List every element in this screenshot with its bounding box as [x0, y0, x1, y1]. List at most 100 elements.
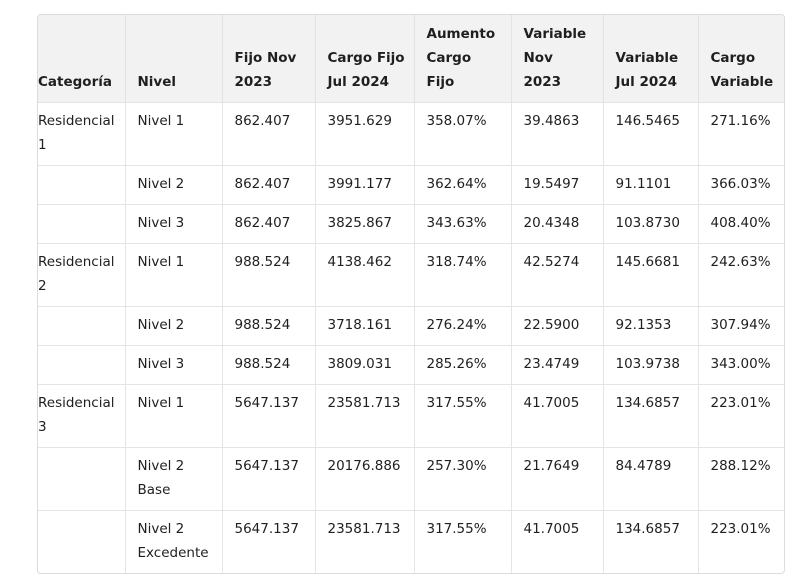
- cell-text: Residencial: [38, 113, 115, 129]
- cell-aumento-cargo-fijo: 276.24%: [414, 306, 512, 346]
- cell-text: 366.03%: [710, 176, 771, 192]
- cell-text: 276.24%: [426, 317, 487, 333]
- cell-text: 22.5900: [523, 317, 580, 333]
- cell-nivel: Nivel 3: [125, 204, 223, 244]
- cell-cargo-fijo-jul-2024: 23581.713: [315, 510, 415, 573]
- cell-variable-jul-2024: 146.5465: [603, 102, 699, 166]
- header-text: Variable: [523, 26, 587, 42]
- cell-text: Residencial: [38, 395, 115, 411]
- cell-text: 343.00%: [710, 356, 771, 372]
- header-text: Cargo: [710, 50, 756, 66]
- table-row: Residencial 3 Nivel 1 5647.137 23581.713 317.…: [38, 384, 784, 448]
- header-categoria: Categoría: [38, 15, 126, 103]
- cell-text: 343.63%: [426, 215, 487, 231]
- table-row: Nivel 2 988.524 3718.161 276.24% 22.5900 92.1…: [38, 306, 784, 346]
- cell-cargo-variable: 271.16%: [698, 102, 784, 166]
- header-aumento-cargo-fijo: Aumento Cargo Fijo: [414, 15, 512, 103]
- cell-variable-nov-2023: 41.7005: [511, 384, 604, 448]
- tariff-table-container: Categoría Nivel Fijo Nov 2023 Cargo Fijo Jul …: [37, 14, 785, 574]
- cell-aumento-cargo-fijo: 362.64%: [414, 165, 512, 205]
- cell-categoria: [38, 306, 126, 346]
- cell-nivel: Nivel 2 Base: [125, 447, 223, 511]
- cell-text: 20176.886: [327, 458, 401, 474]
- cell-text: 988.524: [234, 254, 291, 270]
- cell-fijo-nov-2023: 988.524: [222, 345, 316, 385]
- header-text: Cargo Fijo: [327, 50, 405, 66]
- table-body: Residencial 1 Nivel 1 862.407 3951.629 358.07…: [38, 102, 784, 573]
- cell-cargo-fijo-jul-2024: 3718.161: [315, 306, 415, 346]
- cell-text: 288.12%: [710, 458, 771, 474]
- cell-text: Excedente: [137, 545, 209, 561]
- cell-variable-jul-2024: 134.6857: [603, 510, 699, 573]
- cell-fijo-nov-2023: 5647.137: [222, 384, 316, 448]
- cell-fijo-nov-2023: 862.407: [222, 204, 316, 244]
- cell-text: 91.1101: [615, 176, 672, 192]
- header-text: Nivel: [137, 74, 177, 90]
- cell-text: Nivel 1: [137, 254, 185, 270]
- cell-text: 3991.177: [327, 176, 392, 192]
- header-text: Aumento: [426, 26, 496, 42]
- cell-text: 92.1353: [615, 317, 672, 333]
- cell-text: 362.64%: [426, 176, 487, 192]
- cell-text: 862.407: [234, 176, 291, 192]
- cell-text: 1: [38, 137, 47, 153]
- cell-aumento-cargo-fijo: 358.07%: [414, 102, 512, 166]
- cell-aumento-cargo-fijo: 285.26%: [414, 345, 512, 385]
- tariff-table: Categoría Nivel Fijo Nov 2023 Cargo Fijo Jul …: [38, 15, 784, 573]
- cell-fijo-nov-2023: 5647.137: [222, 447, 316, 511]
- cell-variable-nov-2023: 39.4863: [511, 102, 604, 166]
- cell-text: 988.524: [234, 356, 291, 372]
- header-text: 2023: [234, 74, 273, 90]
- header-text: Jul 2024: [327, 74, 390, 90]
- cell-cargo-fijo-jul-2024: 4138.462: [315, 243, 415, 307]
- cell-nivel: Nivel 2: [125, 165, 223, 205]
- cell-text: Nivel 2: [137, 521, 185, 537]
- table-row: Nivel 3 988.524 3809.031 285.26% 23.4749 103.…: [38, 345, 784, 385]
- cell-cargo-fijo-jul-2024: 3951.629: [315, 102, 415, 166]
- table-row: Nivel 3 862.407 3825.867 343.63% 20.4348 103.…: [38, 204, 784, 244]
- cell-cargo-variable: 223.01%: [698, 510, 784, 573]
- cell-variable-nov-2023: 21.7649: [511, 447, 604, 511]
- table-header: Categoría Nivel Fijo Nov 2023 Cargo Fijo Jul …: [38, 15, 784, 103]
- cell-categoria: [38, 165, 126, 205]
- table-row: Nivel 2 Base 5647.137 20176.886 257.30% 21.76…: [38, 447, 784, 511]
- header-row: Categoría Nivel Fijo Nov 2023 Cargo Fijo Jul …: [38, 15, 784, 103]
- cell-text: 988.524: [234, 317, 291, 333]
- cell-text: 41.7005: [523, 521, 580, 537]
- cell-variable-nov-2023: 41.7005: [511, 510, 604, 573]
- table-row: Residencial 1 Nivel 1 862.407 3951.629 358.07…: [38, 102, 784, 166]
- cell-cargo-fijo-jul-2024: 3991.177: [315, 165, 415, 205]
- cell-text: 3809.031: [327, 356, 392, 372]
- cell-cargo-fijo-jul-2024: 3825.867: [315, 204, 415, 244]
- cell-text: 862.407: [234, 215, 291, 231]
- cell-text: Base: [137, 482, 171, 498]
- cell-categoria: [38, 447, 126, 511]
- cell-text: Nivel 1: [137, 113, 185, 129]
- cell-text: 358.07%: [426, 113, 487, 129]
- cell-aumento-cargo-fijo: 317.55%: [414, 510, 512, 573]
- cell-text: Nivel 3: [137, 215, 185, 231]
- cell-text: 408.40%: [710, 215, 771, 231]
- cell-variable-nov-2023: 23.4749: [511, 345, 604, 385]
- cell-text: 3: [38, 419, 47, 435]
- cell-text: 285.26%: [426, 356, 487, 372]
- cell-categoria: [38, 345, 126, 385]
- cell-text: 23581.713: [327, 395, 401, 411]
- header-cargo-variable: Cargo Variable: [698, 15, 784, 103]
- cell-text: 3718.161: [327, 317, 392, 333]
- cell-text: 39.4863: [523, 113, 580, 129]
- header-text: Nov 2023: [523, 50, 562, 90]
- cell-cargo-fijo-jul-2024: 20176.886: [315, 447, 415, 511]
- cell-categoria: [38, 510, 126, 573]
- cell-fijo-nov-2023: 862.407: [222, 165, 316, 205]
- cell-cargo-variable: 242.63%: [698, 243, 784, 307]
- cell-text: Residencial: [38, 254, 115, 270]
- cell-text: 103.8730: [615, 215, 680, 231]
- cell-cargo-fijo-jul-2024: 23581.713: [315, 384, 415, 448]
- header-fijo-nov-2023: Fijo Nov 2023: [222, 15, 316, 103]
- cell-text: 134.6857: [615, 395, 680, 411]
- cell-cargo-variable: 366.03%: [698, 165, 784, 205]
- cell-variable-jul-2024: 103.9738: [603, 345, 699, 385]
- cell-aumento-cargo-fijo: 343.63%: [414, 204, 512, 244]
- cell-text: 5647.137: [234, 521, 299, 537]
